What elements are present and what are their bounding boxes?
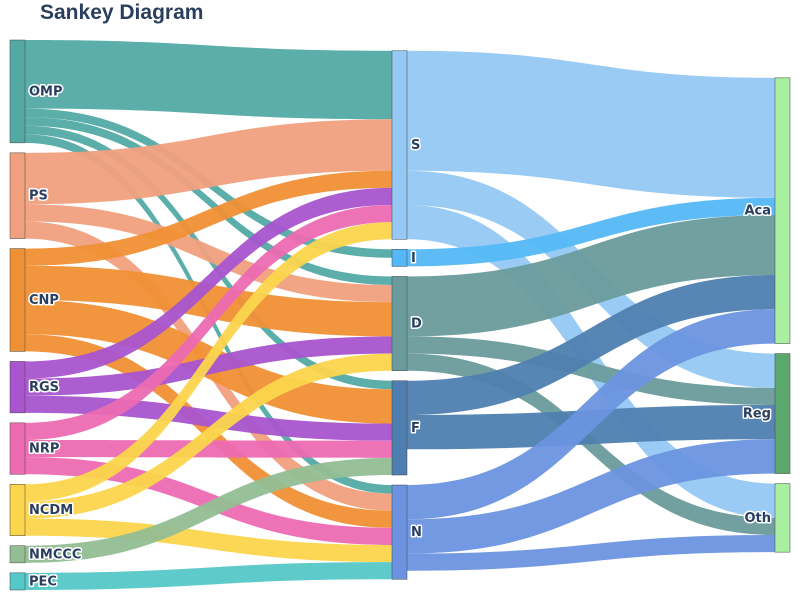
diagram-title: Sankey Diagram (40, 1, 204, 24)
link-d-to-aca[interactable] (407, 215, 775, 337)
link-i-to-aca[interactable] (407, 197, 775, 267)
node-label-f: F (411, 421, 420, 436)
link-cnp-to-s[interactable] (25, 170, 392, 266)
node-rgs[interactable] (9, 361, 26, 414)
nodes-layer (9, 39, 791, 591)
link-ncdm-to-n[interactable] (25, 518, 392, 563)
node-label-pec: PEC (29, 574, 57, 589)
link-ncdm-to-s[interactable] (25, 222, 392, 502)
node-reg[interactable] (774, 353, 791, 474)
node-label-ncdm: NCDM (29, 503, 73, 518)
link-nrp-to-s[interactable] (25, 205, 392, 440)
node-label-s: S (411, 138, 420, 153)
link-f-to-aca[interactable] (407, 275, 775, 415)
link-n-to-reg[interactable] (407, 439, 775, 554)
node-nmccc[interactable] (9, 545, 26, 564)
node-d[interactable] (391, 276, 408, 371)
node-ps[interactable] (9, 152, 26, 239)
link-ps-to-d[interactable] (25, 204, 392, 303)
node-label-omp: OMP (29, 84, 63, 99)
node-label-cnp: CNP (29, 293, 59, 308)
link-cnp-to-d[interactable] (25, 265, 392, 337)
node-omp[interactable] (9, 39, 26, 144)
node-n[interactable] (391, 484, 408, 580)
node-cnp[interactable] (9, 248, 26, 352)
link-nmccc-to-f[interactable] (25, 457, 392, 563)
node-s[interactable] (391, 50, 408, 240)
node-aca[interactable] (774, 77, 791, 344)
link-nrp-to-f[interactable] (25, 440, 392, 458)
node-f[interactable] (391, 380, 408, 476)
link-rgs-to-s[interactable] (25, 187, 392, 379)
node-label-reg: Reg (743, 407, 771, 422)
link-pec-to-n[interactable] (25, 562, 392, 590)
link-omp-to-s[interactable] (25, 40, 392, 120)
node-label-i: I (411, 251, 416, 266)
node-i[interactable] (391, 249, 408, 267)
link-omp-to-d[interactable] (25, 117, 392, 286)
link-n-to-aca[interactable] (407, 309, 775, 520)
node-ncdm[interactable] (9, 484, 26, 536)
node-oth[interactable] (774, 483, 791, 553)
link-d-to-reg[interactable] (407, 336, 775, 405)
node-label-d: D (411, 317, 422, 332)
links-layer (25, 40, 775, 590)
node-label-aca: Aca (744, 204, 771, 219)
link-ps-to-s[interactable] (25, 119, 392, 205)
link-n-to-oth[interactable] (407, 535, 775, 571)
node-label-oth: Oth (744, 511, 771, 526)
link-s-to-aca[interactable] (407, 50, 775, 198)
node-label-n: N (411, 525, 422, 540)
labels-layer: OMP PS CNP RGS NRP NCDM NMCCC PEC S I D F N Aca Reg Oth (28, 83, 773, 591)
node-pec[interactable] (9, 572, 26, 591)
node-label-rgs: RGS (29, 380, 59, 395)
node-label-nrp: NRP (29, 442, 59, 457)
node-label-ps: PS (29, 189, 48, 204)
link-ncdm-to-d[interactable] (25, 353, 392, 519)
link-nrp-to-n[interactable] (25, 457, 392, 545)
node-label-nmccc: NMCCC (29, 547, 81, 562)
node-nrp[interactable] (9, 422, 26, 475)
